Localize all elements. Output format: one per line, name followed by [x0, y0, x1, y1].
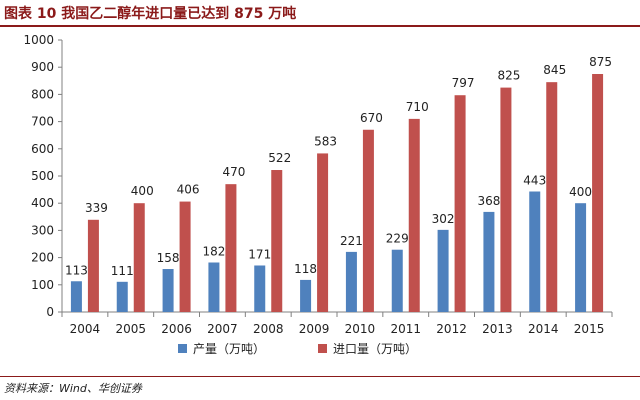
data-label-production: 171 — [248, 247, 271, 261]
data-label-import: 845 — [543, 63, 566, 77]
data-label-production: 368 — [477, 194, 500, 208]
data-label-production: 443 — [523, 174, 546, 188]
legend-label-import: 进口量（万吨） — [333, 342, 417, 356]
data-label-import: 583 — [314, 134, 337, 148]
x-tick-label: 2011 — [390, 322, 421, 336]
bar-import — [271, 170, 283, 312]
y-tick-label: 100 — [31, 278, 54, 292]
legend-swatch-production — [178, 344, 187, 353]
bar-import — [546, 82, 558, 312]
bar-production — [254, 265, 266, 312]
x-tick-label: 2006 — [161, 322, 192, 336]
bar-production — [529, 191, 541, 312]
bar-import — [133, 203, 145, 312]
data-label-import: 522 — [268, 151, 291, 165]
y-tick-label: 500 — [31, 169, 54, 183]
source-note: 资料来源：Wind、华创证券 — [4, 382, 142, 395]
bar-production — [162, 269, 174, 312]
bar-import — [500, 87, 512, 312]
y-tick-label: 300 — [31, 223, 54, 237]
data-label-production: 400 — [569, 185, 592, 199]
y-tick-label: 900 — [31, 60, 54, 74]
x-tick-label: 2013 — [482, 322, 513, 336]
bar-import — [408, 118, 420, 312]
chart-area: 0 100 200 300 400 500 600 700 800 900 1000 113 339 20… — [0, 27, 640, 373]
y-tick-label: 200 — [31, 251, 54, 265]
data-label-production: 113 — [65, 263, 88, 277]
x-tick-label: 2009 — [299, 322, 330, 336]
bar-import — [592, 74, 604, 312]
data-label-import: 400 — [131, 184, 154, 198]
x-tick-label: 2014 — [528, 322, 559, 336]
y-tick-label: 700 — [31, 115, 54, 129]
bar-chart: 0 100 200 300 400 500 600 700 800 900 1000 113 339 20… — [23, 33, 613, 356]
data-label-production: 158 — [157, 251, 180, 265]
data-label-import: 710 — [406, 100, 429, 114]
bar-import — [87, 219, 99, 312]
data-label-production: 221 — [340, 234, 363, 248]
data-label-production: 182 — [202, 244, 225, 258]
bar-production — [483, 211, 495, 312]
data-label-import: 797 — [452, 76, 475, 90]
chart-title: 图表 10 我国乙二醇年进口量已达到 875 万吨 — [4, 6, 297, 22]
bar-production — [345, 251, 357, 312]
x-tick-label: 2007 — [207, 322, 238, 336]
data-label-import: 406 — [177, 183, 200, 197]
bar-production — [208, 262, 220, 312]
bar-production — [70, 281, 82, 312]
title-bar: 图表 10 我国乙二醇年进口量已达到 875 万吨 — [0, 0, 640, 24]
y-tick-label: 0 — [46, 305, 54, 319]
x-tick-label: 2004 — [70, 322, 101, 336]
data-label-import: 670 — [360, 111, 383, 125]
data-label-production: 229 — [386, 232, 409, 246]
y-tick-label: 400 — [31, 196, 54, 210]
x-tick-label: 2005 — [115, 322, 146, 336]
data-label-import: 875 — [589, 55, 612, 69]
bar-production — [116, 281, 128, 312]
bar-import — [317, 153, 329, 312]
y-tick-label: 800 — [31, 87, 54, 101]
data-label-production: 302 — [432, 212, 455, 226]
bar-import — [362, 129, 374, 312]
bar-import — [225, 184, 237, 312]
y-tick-label: 600 — [31, 142, 54, 156]
y-tick-label: 1000 — [23, 33, 54, 47]
source-rule — [0, 376, 640, 377]
bar-production — [300, 279, 312, 312]
bar-production — [437, 229, 449, 312]
bar-import — [179, 201, 191, 312]
bar-production — [391, 249, 403, 312]
data-label-import: 339 — [85, 201, 108, 215]
data-label-import: 825 — [497, 69, 520, 83]
data-label-production: 111 — [111, 264, 134, 278]
data-label-import: 470 — [222, 165, 245, 179]
x-tick-label: 2010 — [345, 322, 376, 336]
x-tick-label: 2015 — [574, 322, 605, 336]
legend-label-production: 产量（万吨） — [193, 342, 265, 356]
data-label-production: 118 — [294, 262, 317, 276]
bar-import — [454, 95, 466, 312]
legend-swatch-import — [318, 344, 327, 353]
x-tick-label: 2012 — [436, 322, 467, 336]
title-rule — [0, 25, 640, 27]
x-tick-label: 2008 — [253, 322, 284, 336]
bar-production — [575, 203, 587, 312]
